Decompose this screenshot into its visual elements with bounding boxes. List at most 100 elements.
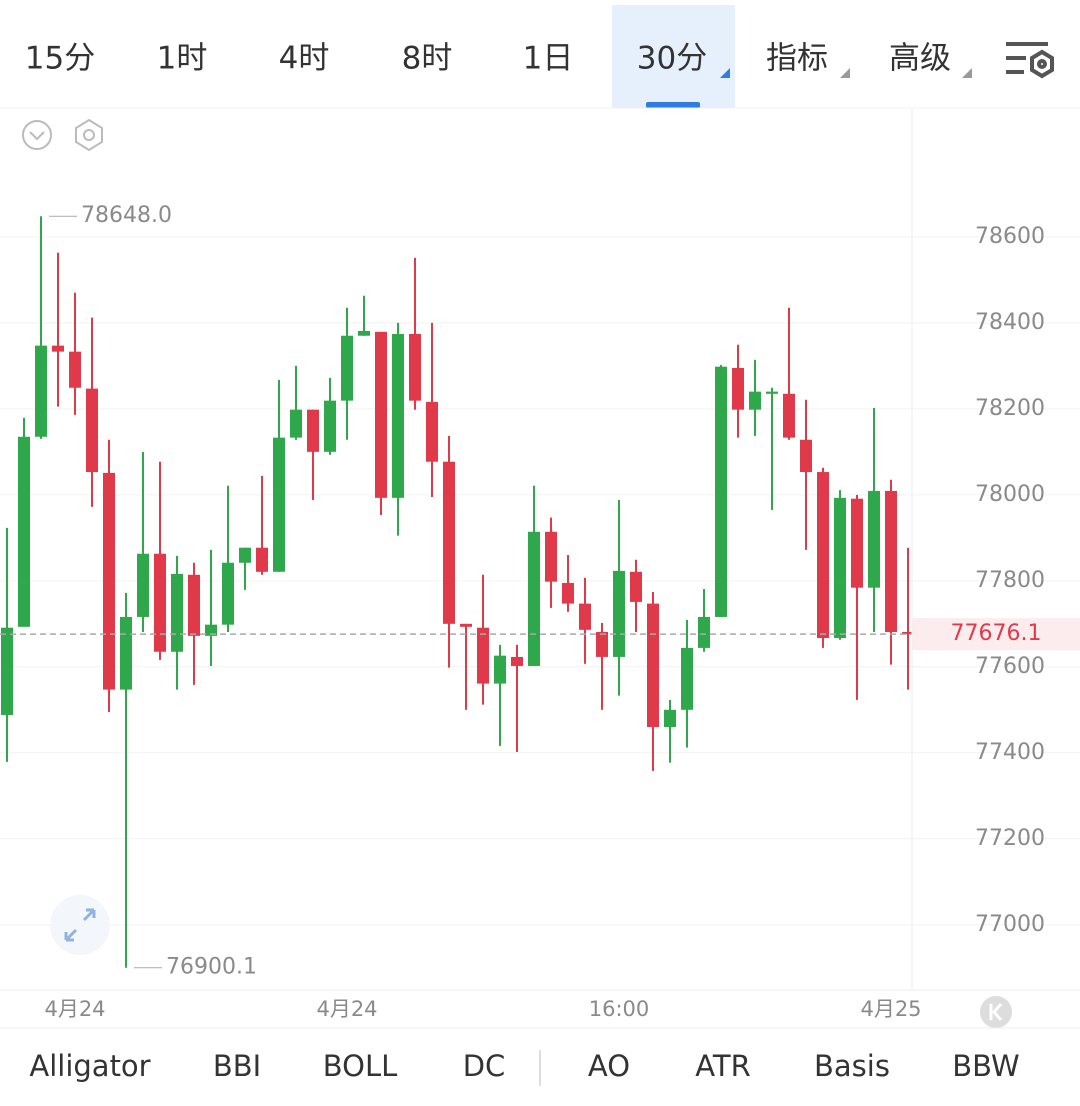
candle-body	[902, 631, 914, 635]
indicator-tab[interactable]: BOLL	[323, 1049, 398, 1083]
expand-button[interactable]	[50, 895, 110, 955]
candle-body	[18, 436, 30, 627]
y-tick-label: 77200	[975, 826, 1045, 851]
candle-body	[103, 472, 115, 690]
candle-body	[52, 345, 64, 352]
timeframe-tab[interactable]: 指标	[766, 41, 828, 77]
y-tick-label: 78000	[975, 482, 1045, 507]
candle-body	[392, 334, 404, 498]
candle-body	[766, 391, 778, 394]
y-tick-label: 77000	[975, 912, 1045, 937]
candle-body	[885, 490, 897, 632]
y-tick-label: 78400	[975, 310, 1045, 335]
candle-body	[732, 367, 744, 410]
settings-hex-icon[interactable]	[75, 118, 103, 152]
candle-body	[681, 647, 693, 710]
candle-body	[137, 553, 149, 617]
candle-body	[35, 345, 47, 437]
indicator-tab[interactable]: Basis	[814, 1049, 890, 1083]
candle-body	[664, 709, 676, 728]
indicator-tab[interactable]: AO	[588, 1049, 630, 1083]
chevron	[29, 131, 45, 141]
dropdown-arrow	[962, 68, 972, 78]
candle-body	[375, 331, 387, 498]
x-tick-label: 4月24	[316, 997, 377, 1021]
indicator-tab[interactable]: ATR	[695, 1049, 750, 1083]
candle-body	[426, 401, 438, 462]
candle-body	[307, 409, 319, 452]
indicator-tab[interactable]: Alligator	[29, 1049, 150, 1083]
active-tab-bg	[612, 5, 735, 108]
candle-body	[647, 603, 659, 728]
indicator-tab[interactable]: BBW	[952, 1049, 1019, 1083]
candle-body	[494, 655, 506, 684]
candle-body	[120, 616, 132, 690]
candle-body	[613, 570, 625, 657]
candle-body	[69, 351, 81, 388]
candle-body	[409, 334, 421, 401]
timeframe-tab[interactable]: 15分	[25, 41, 95, 77]
candle-body	[290, 409, 302, 438]
expand-icon	[64, 908, 96, 942]
candle-body	[1, 627, 13, 715]
candle-body	[86, 388, 98, 473]
candle-body	[783, 393, 795, 438]
timeframe-tab[interactable]: 8时	[402, 41, 453, 77]
candle-body	[800, 439, 812, 473]
x-tick-label: 4月24	[44, 997, 105, 1021]
candle-body	[154, 553, 166, 652]
dropdown-arrow	[720, 68, 730, 78]
candle-body	[511, 656, 523, 666]
y-tick-label: 78600	[975, 224, 1045, 249]
candle-body	[630, 571, 642, 602]
candle-body	[222, 562, 234, 625]
timeframe-tab[interactable]: 1时	[157, 41, 208, 77]
candle-body	[188, 574, 200, 636]
candle-body	[834, 497, 846, 639]
dropdown-arrow	[840, 68, 850, 78]
scroll-end-icon	[989, 1003, 1003, 1021]
scroll-end-button[interactable]	[980, 996, 1012, 1028]
candle-body	[477, 627, 489, 684]
timeframe-tab[interactable]: 高级	[889, 41, 951, 77]
annotation-label: 78648.0	[81, 203, 172, 228]
annotation-label: 76900.1	[166, 955, 257, 980]
candle-body	[817, 472, 829, 639]
candle-body	[205, 624, 217, 636]
y-tick-label: 77400	[975, 740, 1045, 765]
last-price-label: 77676.1	[951, 621, 1042, 646]
candle-body	[868, 490, 880, 588]
candle-body	[545, 531, 557, 582]
x-tick-label: 16:00	[589, 997, 650, 1021]
candle-body	[460, 623, 472, 627]
timeframe-tab[interactable]: 30分	[637, 41, 707, 77]
indicator-tab[interactable]: BBI	[213, 1049, 261, 1083]
candle-body	[596, 631, 608, 657]
candle-body	[528, 531, 540, 666]
last-price-bg	[912, 618, 1080, 651]
candle-body	[851, 498, 863, 588]
candle-body	[562, 582, 574, 604]
candle-body	[443, 461, 455, 624]
candle-body	[171, 573, 183, 652]
candle-body	[273, 437, 285, 572]
y-tick-label: 78200	[975, 396, 1045, 421]
candle-body	[239, 547, 251, 563]
settings-icon[interactable]	[1006, 42, 1054, 79]
candle-body	[358, 331, 370, 336]
timeframe-tab[interactable]: 4时	[279, 41, 330, 77]
candle-body	[579, 603, 591, 630]
candle-body	[324, 400, 336, 452]
x-tick-label: 4月25	[860, 997, 921, 1021]
hex-dot	[83, 129, 95, 141]
candle-body	[698, 616, 710, 648]
indicator-tab[interactable]: DC	[463, 1049, 506, 1083]
candle-body	[341, 335, 353, 401]
y-tick-label: 77600	[975, 654, 1045, 679]
timeframe-tab[interactable]: 1日	[523, 41, 574, 77]
candle-body	[715, 366, 727, 617]
y-tick-label: 77800	[975, 568, 1045, 593]
collapse-icon[interactable]	[22, 120, 52, 150]
candle-body	[749, 391, 761, 410]
